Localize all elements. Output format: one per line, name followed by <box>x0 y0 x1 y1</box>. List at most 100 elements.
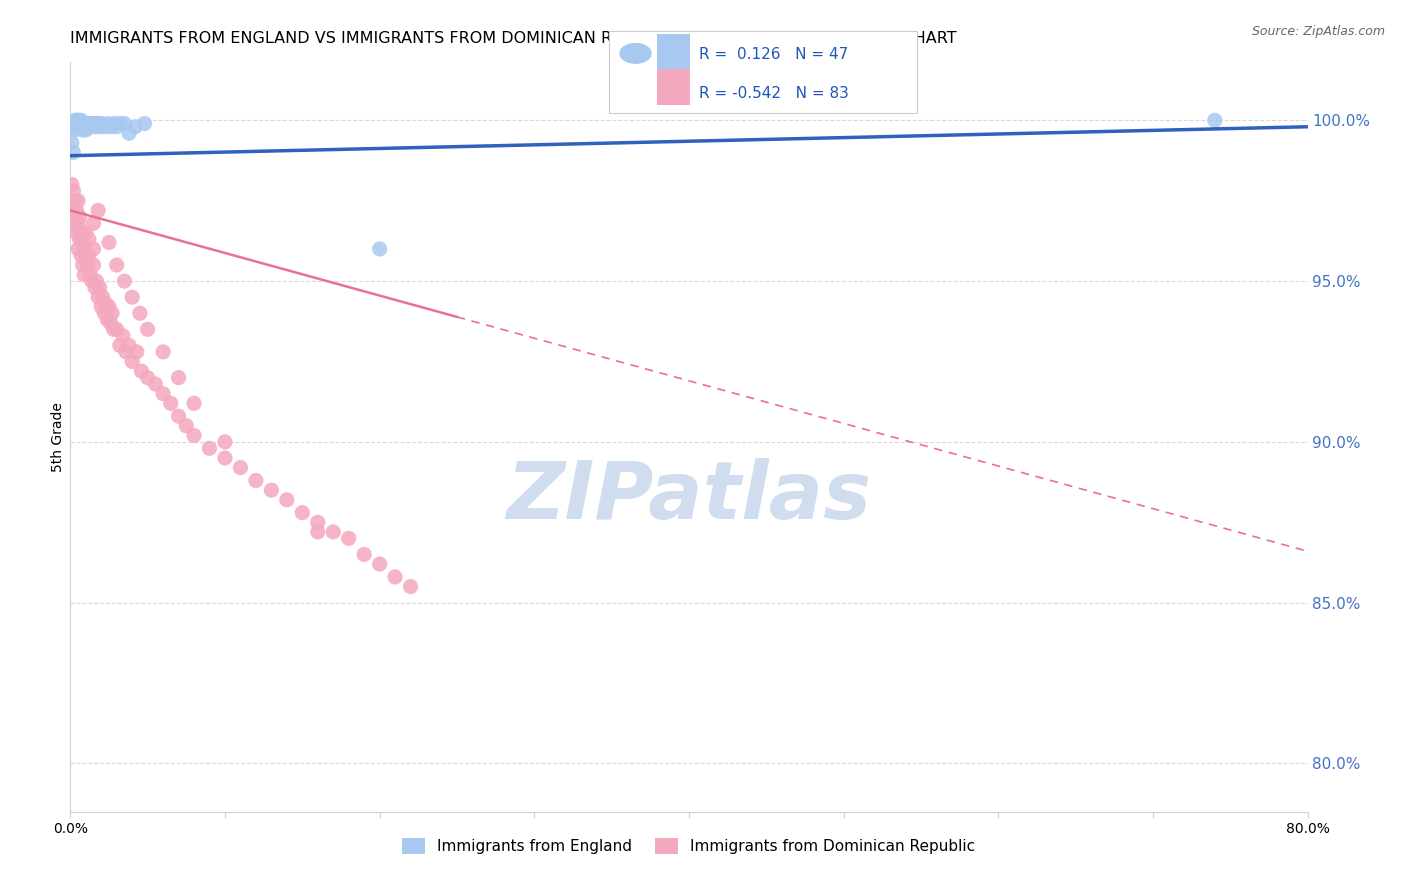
Point <box>77 116 100 130</box>
Point <box>70 248 93 262</box>
Point <box>125 344 148 359</box>
Point <box>70 116 93 130</box>
Point <box>152 386 174 401</box>
Point <box>174 418 197 433</box>
Point <box>79 120 101 134</box>
Point <box>89 120 111 134</box>
Point <box>129 306 152 320</box>
Point <box>65 116 87 130</box>
Point <box>84 280 107 294</box>
Point <box>87 290 110 304</box>
Point <box>75 116 97 130</box>
Point <box>108 116 131 130</box>
Point <box>136 370 159 384</box>
Point <box>60 178 83 192</box>
Point <box>96 116 118 130</box>
Point <box>131 364 153 378</box>
Point <box>111 328 134 343</box>
Point <box>67 113 90 128</box>
Point <box>79 268 101 282</box>
Point <box>93 120 115 134</box>
Point <box>121 290 143 304</box>
Point <box>67 242 90 256</box>
Point <box>399 580 422 594</box>
Point <box>70 120 93 134</box>
Point <box>65 203 87 218</box>
Point <box>89 280 111 294</box>
Point <box>160 396 183 410</box>
Point <box>105 322 128 336</box>
Point <box>65 113 87 128</box>
Point <box>90 116 112 130</box>
Point <box>307 524 329 539</box>
Y-axis label: 5th Grade: 5th Grade <box>51 402 65 472</box>
Point <box>108 338 131 352</box>
Point <box>82 116 105 130</box>
Point <box>70 226 93 240</box>
Text: R = -0.542   N = 83: R = -0.542 N = 83 <box>699 86 849 101</box>
Point <box>77 232 100 246</box>
Point <box>353 548 375 562</box>
Point <box>105 120 128 134</box>
Text: Source: ZipAtlas.com: Source: ZipAtlas.com <box>1251 25 1385 38</box>
Point <box>368 242 391 256</box>
Text: R =  0.126   N = 47: R = 0.126 N = 47 <box>699 46 848 62</box>
Point <box>69 232 91 246</box>
Point <box>84 120 107 134</box>
Point <box>76 258 98 272</box>
Point <box>63 113 86 128</box>
Point <box>100 120 122 134</box>
Point <box>121 354 143 368</box>
Point <box>63 123 86 137</box>
Point <box>73 242 96 256</box>
Point <box>276 492 298 507</box>
Point <box>80 116 103 130</box>
Point <box>67 216 90 230</box>
Point <box>70 113 93 128</box>
Point <box>115 344 138 359</box>
Point <box>90 300 112 314</box>
Point <box>72 123 94 137</box>
Point <box>60 194 83 208</box>
Point <box>136 322 159 336</box>
Point <box>260 483 283 497</box>
Point <box>63 216 86 230</box>
Point <box>167 370 190 384</box>
Legend: Immigrants from England, Immigrants from Dominican Republic: Immigrants from England, Immigrants from… <box>396 832 981 860</box>
Point <box>337 532 360 546</box>
Point <box>134 116 156 130</box>
Point <box>103 322 125 336</box>
Point <box>75 226 97 240</box>
Point <box>145 377 166 392</box>
Point <box>183 428 205 442</box>
Point <box>87 116 110 130</box>
Point <box>100 316 122 330</box>
Point <box>63 116 86 130</box>
Point <box>101 306 124 320</box>
Point <box>75 123 97 137</box>
Point <box>152 344 174 359</box>
Point <box>67 116 90 130</box>
Point <box>384 570 406 584</box>
Point <box>65 226 87 240</box>
Point <box>60 136 83 150</box>
Point <box>62 184 84 198</box>
Point <box>214 434 236 449</box>
Point <box>91 290 114 304</box>
Point <box>69 116 91 130</box>
Point <box>87 203 110 218</box>
Point <box>80 274 103 288</box>
Point <box>69 210 91 224</box>
Point <box>114 274 135 288</box>
Point <box>72 258 94 272</box>
Point <box>114 116 135 130</box>
Point <box>82 216 105 230</box>
Point <box>73 116 96 130</box>
Point <box>368 557 391 571</box>
Point <box>62 145 84 160</box>
Point <box>69 113 91 128</box>
Point <box>229 460 252 475</box>
Point <box>291 506 314 520</box>
Text: IMMIGRANTS FROM ENGLAND VS IMMIGRANTS FROM DOMINICAN REPUBLIC 5TH GRADE CORRELAT: IMMIGRANTS FROM ENGLAND VS IMMIGRANTS FR… <box>70 31 957 46</box>
Point <box>118 338 141 352</box>
